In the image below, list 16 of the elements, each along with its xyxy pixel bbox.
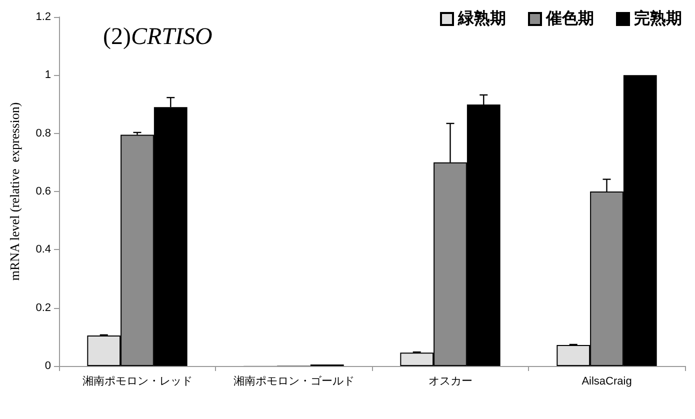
y-tick-label: 0 [44,360,51,372]
legend-label: 催色期 [545,10,594,28]
y-axis-title: mRNA level (relative expression) [7,102,22,281]
y-tick-label: 1 [44,69,51,82]
x-tick-label: AilsaCraig [582,376,632,388]
legend-label: 完熟期 [634,8,682,28]
y-tick-label: 0.8 [36,127,51,140]
y-tick-label: 0.2 [36,302,51,314]
legend-label: 緑熟期 [457,10,506,28]
y-tick-label: 0.6 [36,186,51,198]
y-tick-label: 1.2 [36,11,51,23]
x-tick-label: 湘南ポモロン・レッド [82,374,192,388]
chart-title: (2)CRTISO [103,24,212,50]
x-tick-label: 湘南ポモロン・ゴールド [233,374,354,388]
y-tick-label: 0.4 [36,244,51,256]
x-tick-label: オスカー [428,376,472,388]
